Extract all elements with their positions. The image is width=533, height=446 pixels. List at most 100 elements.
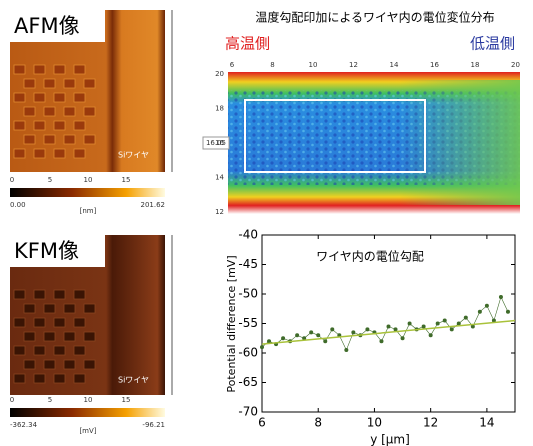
data-point <box>499 295 503 299</box>
pattern-square <box>14 318 25 327</box>
pattern-square <box>54 318 65 327</box>
pattern-square <box>24 107 35 116</box>
pattern-square <box>24 304 35 313</box>
map-title: 温度勾配印加によるワイヤ内の電位変位分布 <box>255 10 494 25</box>
map-left-tick: 14 <box>215 174 224 182</box>
pattern-square <box>24 332 35 341</box>
x-tick-label: 0 <box>10 176 14 184</box>
data-point <box>457 322 461 326</box>
pattern-square <box>74 290 85 299</box>
pattern-square <box>34 93 45 102</box>
pattern-square <box>14 149 25 158</box>
pattern-square <box>84 360 95 369</box>
pattern-square <box>54 121 65 130</box>
pattern-square <box>54 346 65 355</box>
data-point <box>401 336 405 340</box>
map-top-tick: 12 <box>349 61 358 69</box>
pattern-square <box>14 290 25 299</box>
pattern-square <box>54 290 65 299</box>
figure: AFM像 Siワイヤ 0.00 [nm] 201.62 KFM像 Siワイヤ -… <box>0 0 533 446</box>
x-tick-label: 0 <box>10 396 14 404</box>
hot-label: 高温側 <box>225 35 270 53</box>
pattern-square <box>14 374 25 383</box>
y-tick-label: -40 <box>238 228 258 242</box>
pattern-square <box>44 332 55 341</box>
pattern-square <box>74 318 85 327</box>
x-tick-label: 15 <box>122 396 131 404</box>
pattern-square <box>14 346 25 355</box>
data-point <box>330 327 334 331</box>
pattern-square <box>44 135 55 144</box>
data-point <box>387 324 391 328</box>
pattern-square <box>54 65 65 74</box>
map-texture <box>400 80 520 205</box>
map-top-tick: 8 <box>270 61 274 69</box>
pattern-square <box>34 149 45 158</box>
pattern-square <box>64 360 75 369</box>
pattern-square <box>54 93 65 102</box>
x-tick-label: 5 <box>48 396 52 404</box>
colorbar <box>10 408 165 417</box>
fit-line <box>262 321 515 345</box>
data-point <box>316 333 320 337</box>
pattern-square <box>64 304 75 313</box>
x-axis-label: y [μm] <box>370 433 410 446</box>
colorbar <box>10 188 165 197</box>
map-left-tick: 18 <box>215 105 224 113</box>
data-point <box>379 339 383 343</box>
wire-label: Siワイヤ <box>118 151 149 160</box>
pattern-square <box>34 121 45 130</box>
map-top-tick: 18 <box>471 61 480 69</box>
pattern-square <box>64 107 75 116</box>
pattern-square <box>64 79 75 88</box>
data-point <box>351 330 355 334</box>
pattern-square <box>34 346 45 355</box>
colorbar-unit: [nm] <box>80 207 97 215</box>
data-point <box>408 322 412 326</box>
pattern-square <box>44 107 55 116</box>
data-point <box>267 339 271 343</box>
data-point <box>323 339 327 343</box>
data-point <box>422 324 426 328</box>
chart-title: ワイヤ内の電位勾配 <box>316 249 424 264</box>
pattern-square <box>34 318 45 327</box>
pattern-square <box>74 346 85 355</box>
pattern-square <box>44 304 55 313</box>
pattern-square <box>84 304 95 313</box>
pattern-square <box>14 65 25 74</box>
pattern-square <box>84 135 95 144</box>
x-tick-label: 15 <box>122 176 131 184</box>
map-left-tick: 20 <box>215 70 224 78</box>
data-point <box>295 333 299 337</box>
x-tick-label: 5 <box>48 176 52 184</box>
data-point <box>443 319 447 323</box>
x-tick-label: 12 <box>423 416 438 430</box>
y-tick-label: -60 <box>238 346 258 360</box>
cold-label: 低温側 <box>470 35 515 53</box>
pattern-square <box>24 79 35 88</box>
pattern-square <box>54 374 65 383</box>
data-point <box>281 336 285 340</box>
pattern-square <box>84 107 95 116</box>
pattern-square <box>24 135 35 144</box>
data-point <box>365 327 369 331</box>
y-tick-label: -65 <box>238 375 258 389</box>
colorbar-max: -96.21 <box>142 421 165 429</box>
x-tick-label: 10 <box>367 416 382 430</box>
x-tick-label: 10 <box>84 176 93 184</box>
pattern-square <box>74 121 85 130</box>
figure-canvas: AFM像 Siワイヤ 0.00 [nm] 201.62 KFM像 Siワイヤ -… <box>0 0 533 446</box>
data-point <box>436 322 440 326</box>
pattern-square <box>64 332 75 341</box>
pattern-square <box>34 65 45 74</box>
map-left-tick: 12 <box>215 208 224 216</box>
pattern-square <box>14 93 25 102</box>
map-top-tick: 6 <box>230 61 235 69</box>
map-top-tick: 14 <box>390 61 399 69</box>
pattern-square <box>34 374 45 383</box>
wire-label: Siワイヤ <box>118 376 149 385</box>
x-tick-label: 10 <box>84 396 93 404</box>
pattern-square <box>44 360 55 369</box>
y-tick-label: -55 <box>238 316 258 330</box>
x-tick-label: 14 <box>479 416 494 430</box>
